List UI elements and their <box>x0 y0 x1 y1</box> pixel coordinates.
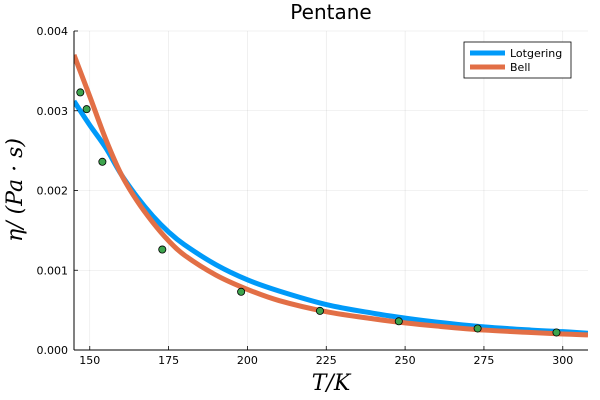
data-point <box>98 157 107 166</box>
data-point <box>315 306 324 315</box>
data-point <box>552 328 561 337</box>
x-tick-label: 225 <box>316 354 337 367</box>
chart-title: Pentane <box>290 0 371 24</box>
data-point <box>394 317 403 326</box>
y-tick-label: 0.004 <box>37 25 69 38</box>
x-tick-label: 175 <box>158 354 179 367</box>
x-tick-label: 150 <box>79 354 100 367</box>
x-axis-label: T/K <box>312 371 352 396</box>
x-tick-label: 275 <box>473 354 494 367</box>
data-point <box>82 105 91 114</box>
series-line-bell <box>74 54 588 338</box>
series-group <box>74 54 588 338</box>
y-tick-label: 0.002 <box>37 185 69 198</box>
tick-labels: 150 175 200 225 250 275 300 0.000 0.001 0.002 0.00… <box>37 25 574 367</box>
y-tick-label: 0.003 <box>37 105 69 118</box>
data-point <box>158 245 167 254</box>
grid <box>74 30 588 351</box>
legend-label-bell: Bell <box>510 61 530 74</box>
x-tick-label: 250 <box>395 354 416 367</box>
y-tick-label: 0.001 <box>37 264 69 277</box>
y-axis-label: η/ (Pa · s) <box>3 138 28 242</box>
x-tick-label: 300 <box>552 354 573 367</box>
x-tick-label: 200 <box>237 354 258 367</box>
y-tick-label: 0.000 <box>37 344 69 357</box>
data-point <box>473 324 482 333</box>
data-point <box>237 287 246 296</box>
data-point <box>76 88 85 97</box>
legend-box <box>463 41 572 79</box>
data-points <box>76 88 561 337</box>
axes <box>73 30 588 351</box>
legend-label-lotgering: Lotgering <box>510 47 562 60</box>
